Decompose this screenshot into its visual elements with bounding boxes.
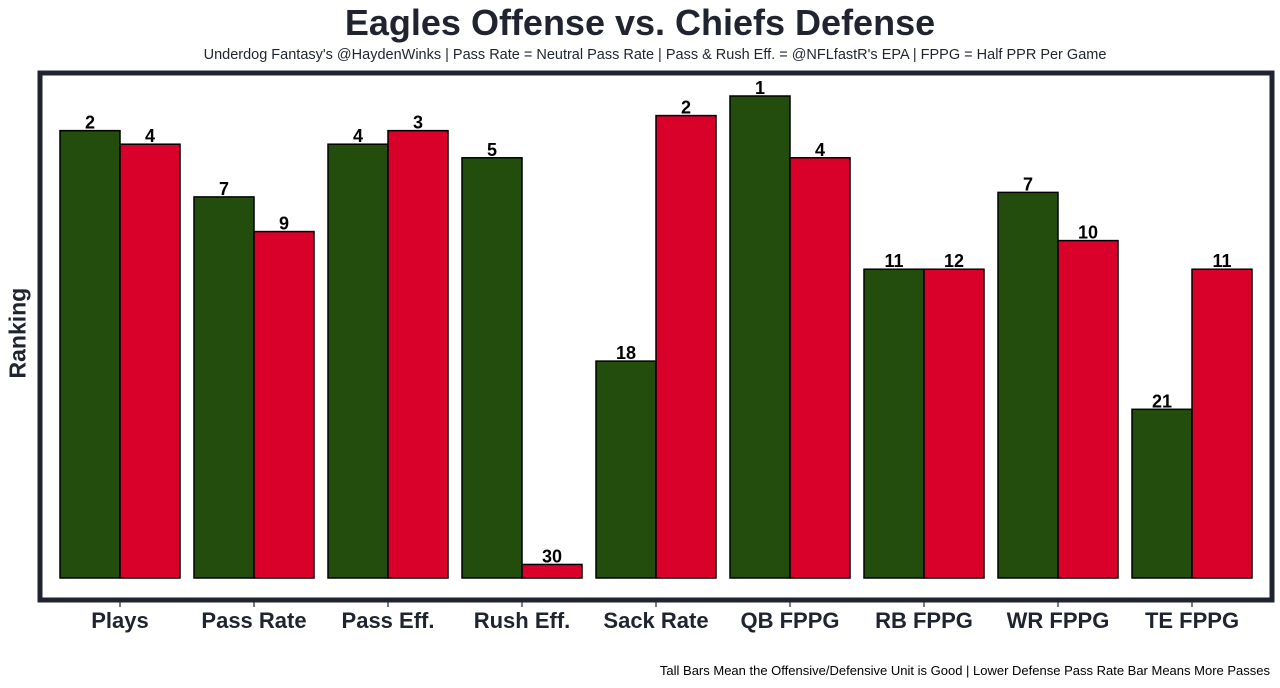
offense-bar-sack-rate <box>595 360 657 579</box>
bar-data-label: 12 <box>944 251 964 271</box>
defense-bar-wr-fppg <box>1057 239 1119 579</box>
offense-bar-rush-eff <box>461 157 523 579</box>
defense-bar-rb-fppg <box>923 268 985 579</box>
bar-data-label: 4 <box>353 126 363 146</box>
defense-bar-sack-rate <box>655 114 717 579</box>
plot-frame <box>37 70 1275 603</box>
x-tick-label: TE FPPG <box>1145 608 1239 633</box>
defense-bar-pass-rate <box>253 230 315 579</box>
x-tick-label: Rush Eff. <box>474 608 571 633</box>
offense-bar-wr-fppg <box>997 191 1059 579</box>
bar-data-label: 10 <box>1078 223 1098 243</box>
x-tick-label: QB FPPG <box>740 608 839 633</box>
bar-data-label: 1 <box>755 78 765 98</box>
bar-data-label: 11 <box>1212 251 1231 271</box>
defense-bar-pass-eff <box>387 129 449 579</box>
bar-data-label: 3 <box>413 113 423 133</box>
bar-data-label: 4 <box>815 140 825 160</box>
x-tick-label: Sack Rate <box>603 608 708 633</box>
x-tick-label: Pass Eff. <box>342 608 435 633</box>
bar-data-label: 2 <box>85 113 95 133</box>
bar-data-label: 4 <box>145 126 155 146</box>
x-tick-label: WR FPPG <box>1007 608 1110 633</box>
offense-bar-plays <box>59 129 121 579</box>
bar-data-label: 5 <box>487 140 497 160</box>
bar-data-label: 11 <box>884 251 903 271</box>
x-tick-label: RB FPPG <box>875 608 973 633</box>
x-tick-label: Pass Rate <box>201 608 306 633</box>
offense-bar-te-fppg <box>1131 408 1193 579</box>
bar-data-label: 7 <box>219 179 229 199</box>
bar-data-label: 30 <box>542 546 562 566</box>
bar-data-label: 7 <box>1023 174 1033 194</box>
offense-bar-pass-eff <box>327 143 389 579</box>
chart-subtitle: Underdog Fantasy's @HaydenWinks | Pass R… <box>203 47 1107 63</box>
defense-bar-plays <box>119 143 181 579</box>
bar-data-label: 2 <box>681 98 691 118</box>
defense-bar-te-fppg <box>1191 268 1253 579</box>
defense-bar-rush-eff <box>521 563 583 579</box>
defense-bar-qb-fppg <box>789 157 851 579</box>
bar-data-label: 9 <box>279 214 289 234</box>
chart-title: Eagles Offense vs. Chiefs Defense <box>344 2 936 43</box>
offense-bar-qb-fppg <box>729 95 791 579</box>
offense-bar-rb-fppg <box>863 268 925 579</box>
bar-data-label: 18 <box>616 343 636 363</box>
chart-footer-note: Tall Bars Mean the Offensive/Defensive U… <box>659 663 1270 678</box>
x-tick-label: Plays <box>91 608 149 633</box>
bar-data-label: 21 <box>1152 391 1172 411</box>
offense-bar-pass-rate <box>193 196 255 579</box>
